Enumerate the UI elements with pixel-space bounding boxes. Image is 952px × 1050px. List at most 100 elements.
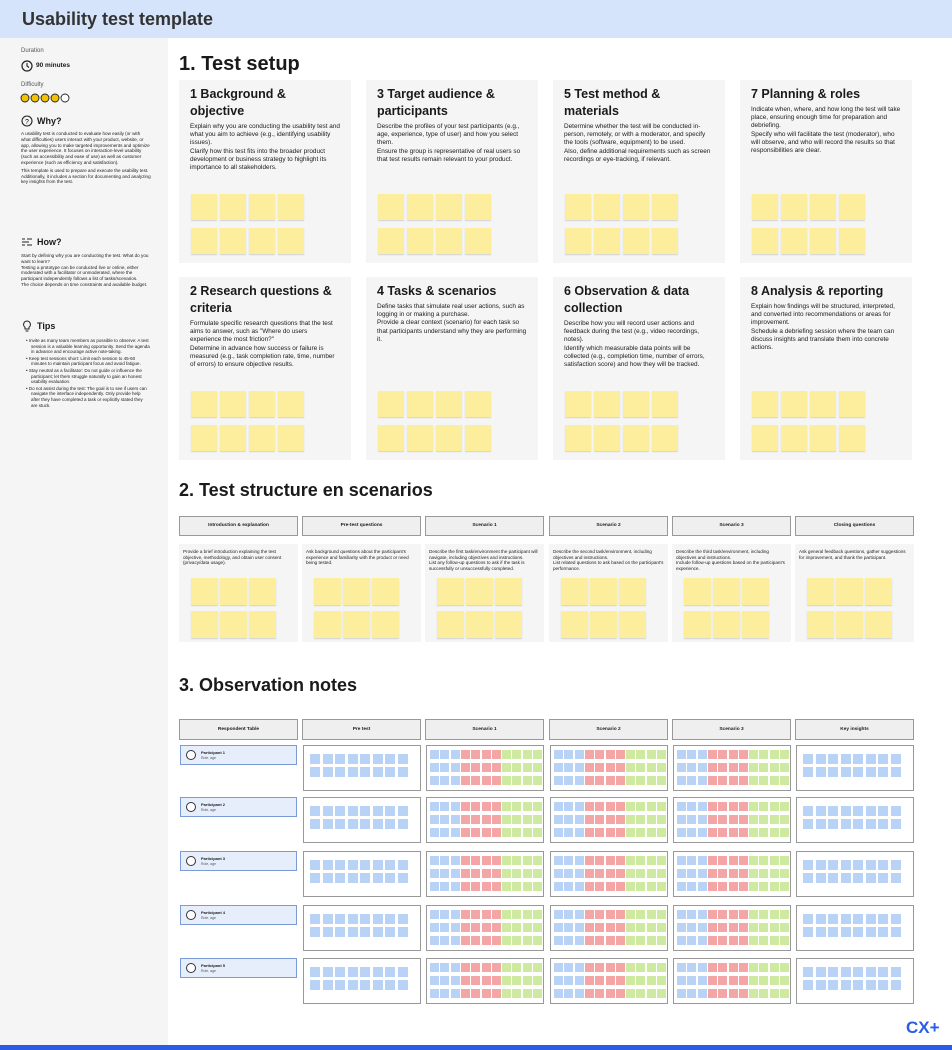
note <box>615 923 625 932</box>
note <box>440 882 450 891</box>
card-text: Also, define additional requirements suc… <box>564 147 711 163</box>
note <box>430 869 439 878</box>
note <box>533 923 542 932</box>
difficulty-rating <box>20 93 70 103</box>
note <box>749 869 759 878</box>
note <box>584 989 594 998</box>
sticky-note <box>594 391 620 417</box>
note <box>450 882 460 891</box>
note <box>450 989 460 998</box>
note <box>372 980 383 990</box>
note <box>385 860 395 870</box>
sticky-note <box>623 228 649 254</box>
note <box>502 963 512 972</box>
note <box>677 882 686 891</box>
note <box>697 776 707 785</box>
note <box>626 763 636 772</box>
note <box>780 963 789 972</box>
tip: • Stay neutral as a facilitator: Do not … <box>26 367 142 385</box>
note <box>828 927 838 937</box>
sticky-note <box>652 425 678 451</box>
note <box>646 882 656 891</box>
note <box>626 815 636 824</box>
note <box>450 828 460 837</box>
note <box>853 860 863 870</box>
note <box>574 936 584 945</box>
column-body: Provide a brief introduction explaining … <box>179 544 298 642</box>
note <box>749 828 759 837</box>
sticky-note <box>436 228 462 254</box>
note <box>440 963 450 972</box>
note <box>687 856 697 865</box>
column-body: Ask background questions about the parti… <box>302 544 421 642</box>
note <box>697 963 707 972</box>
note <box>853 980 863 990</box>
note <box>512 882 522 891</box>
note-cell <box>426 905 544 951</box>
note <box>533 936 542 945</box>
note <box>554 936 563 945</box>
note <box>697 802 707 811</box>
note <box>840 819 851 829</box>
note <box>738 802 748 811</box>
note <box>636 976 646 985</box>
note-cell <box>796 851 914 897</box>
note <box>460 910 470 919</box>
note <box>769 776 779 785</box>
note <box>430 882 439 891</box>
sticky-note <box>378 425 404 451</box>
note <box>440 856 450 865</box>
column-text: List any follow-up questions to ask if t… <box>429 560 525 571</box>
note <box>707 936 717 945</box>
sticky-note <box>865 578 892 605</box>
sticky-note <box>594 194 620 220</box>
card-text: Determine whether the test will be condu… <box>564 123 706 147</box>
note <box>574 856 584 865</box>
header <box>0 0 952 38</box>
note <box>397 914 408 924</box>
note <box>626 976 636 985</box>
note <box>677 815 686 824</box>
note <box>522 776 532 785</box>
note <box>697 763 707 772</box>
sticky-note <box>839 425 865 451</box>
note <box>636 963 646 972</box>
note <box>584 976 594 985</box>
tip: • Do not assist during the test: The goa… <box>26 385 147 408</box>
note <box>865 967 876 977</box>
note <box>853 806 863 816</box>
note <box>840 967 851 977</box>
note <box>554 910 563 919</box>
note <box>385 967 395 977</box>
sticky-note <box>684 578 711 605</box>
sticky-note <box>594 425 620 451</box>
note <box>828 860 838 870</box>
column-header: Scenario 2 <box>549 719 668 740</box>
note-cell <box>796 745 914 791</box>
note <box>584 910 594 919</box>
note <box>522 882 532 891</box>
sticky-note <box>436 391 462 417</box>
note <box>840 754 851 764</box>
tips-icon <box>23 320 31 332</box>
note <box>707 989 717 998</box>
note <box>471 802 481 811</box>
note <box>646 989 656 998</box>
note <box>360 860 370 870</box>
note <box>335 819 345 829</box>
sticky-note <box>495 611 522 638</box>
sticky-note <box>407 391 433 417</box>
note <box>481 763 491 772</box>
note <box>780 856 789 865</box>
note <box>636 802 646 811</box>
note-cell <box>303 745 421 791</box>
note <box>335 927 345 937</box>
card-text: Define tasks that simulate real user act… <box>377 303 525 319</box>
sticky-note <box>437 578 464 605</box>
note <box>636 910 646 919</box>
note <box>584 856 594 865</box>
sticky-note <box>465 228 491 254</box>
note <box>769 815 779 824</box>
avatar <box>186 856 196 866</box>
note <box>564 828 574 837</box>
